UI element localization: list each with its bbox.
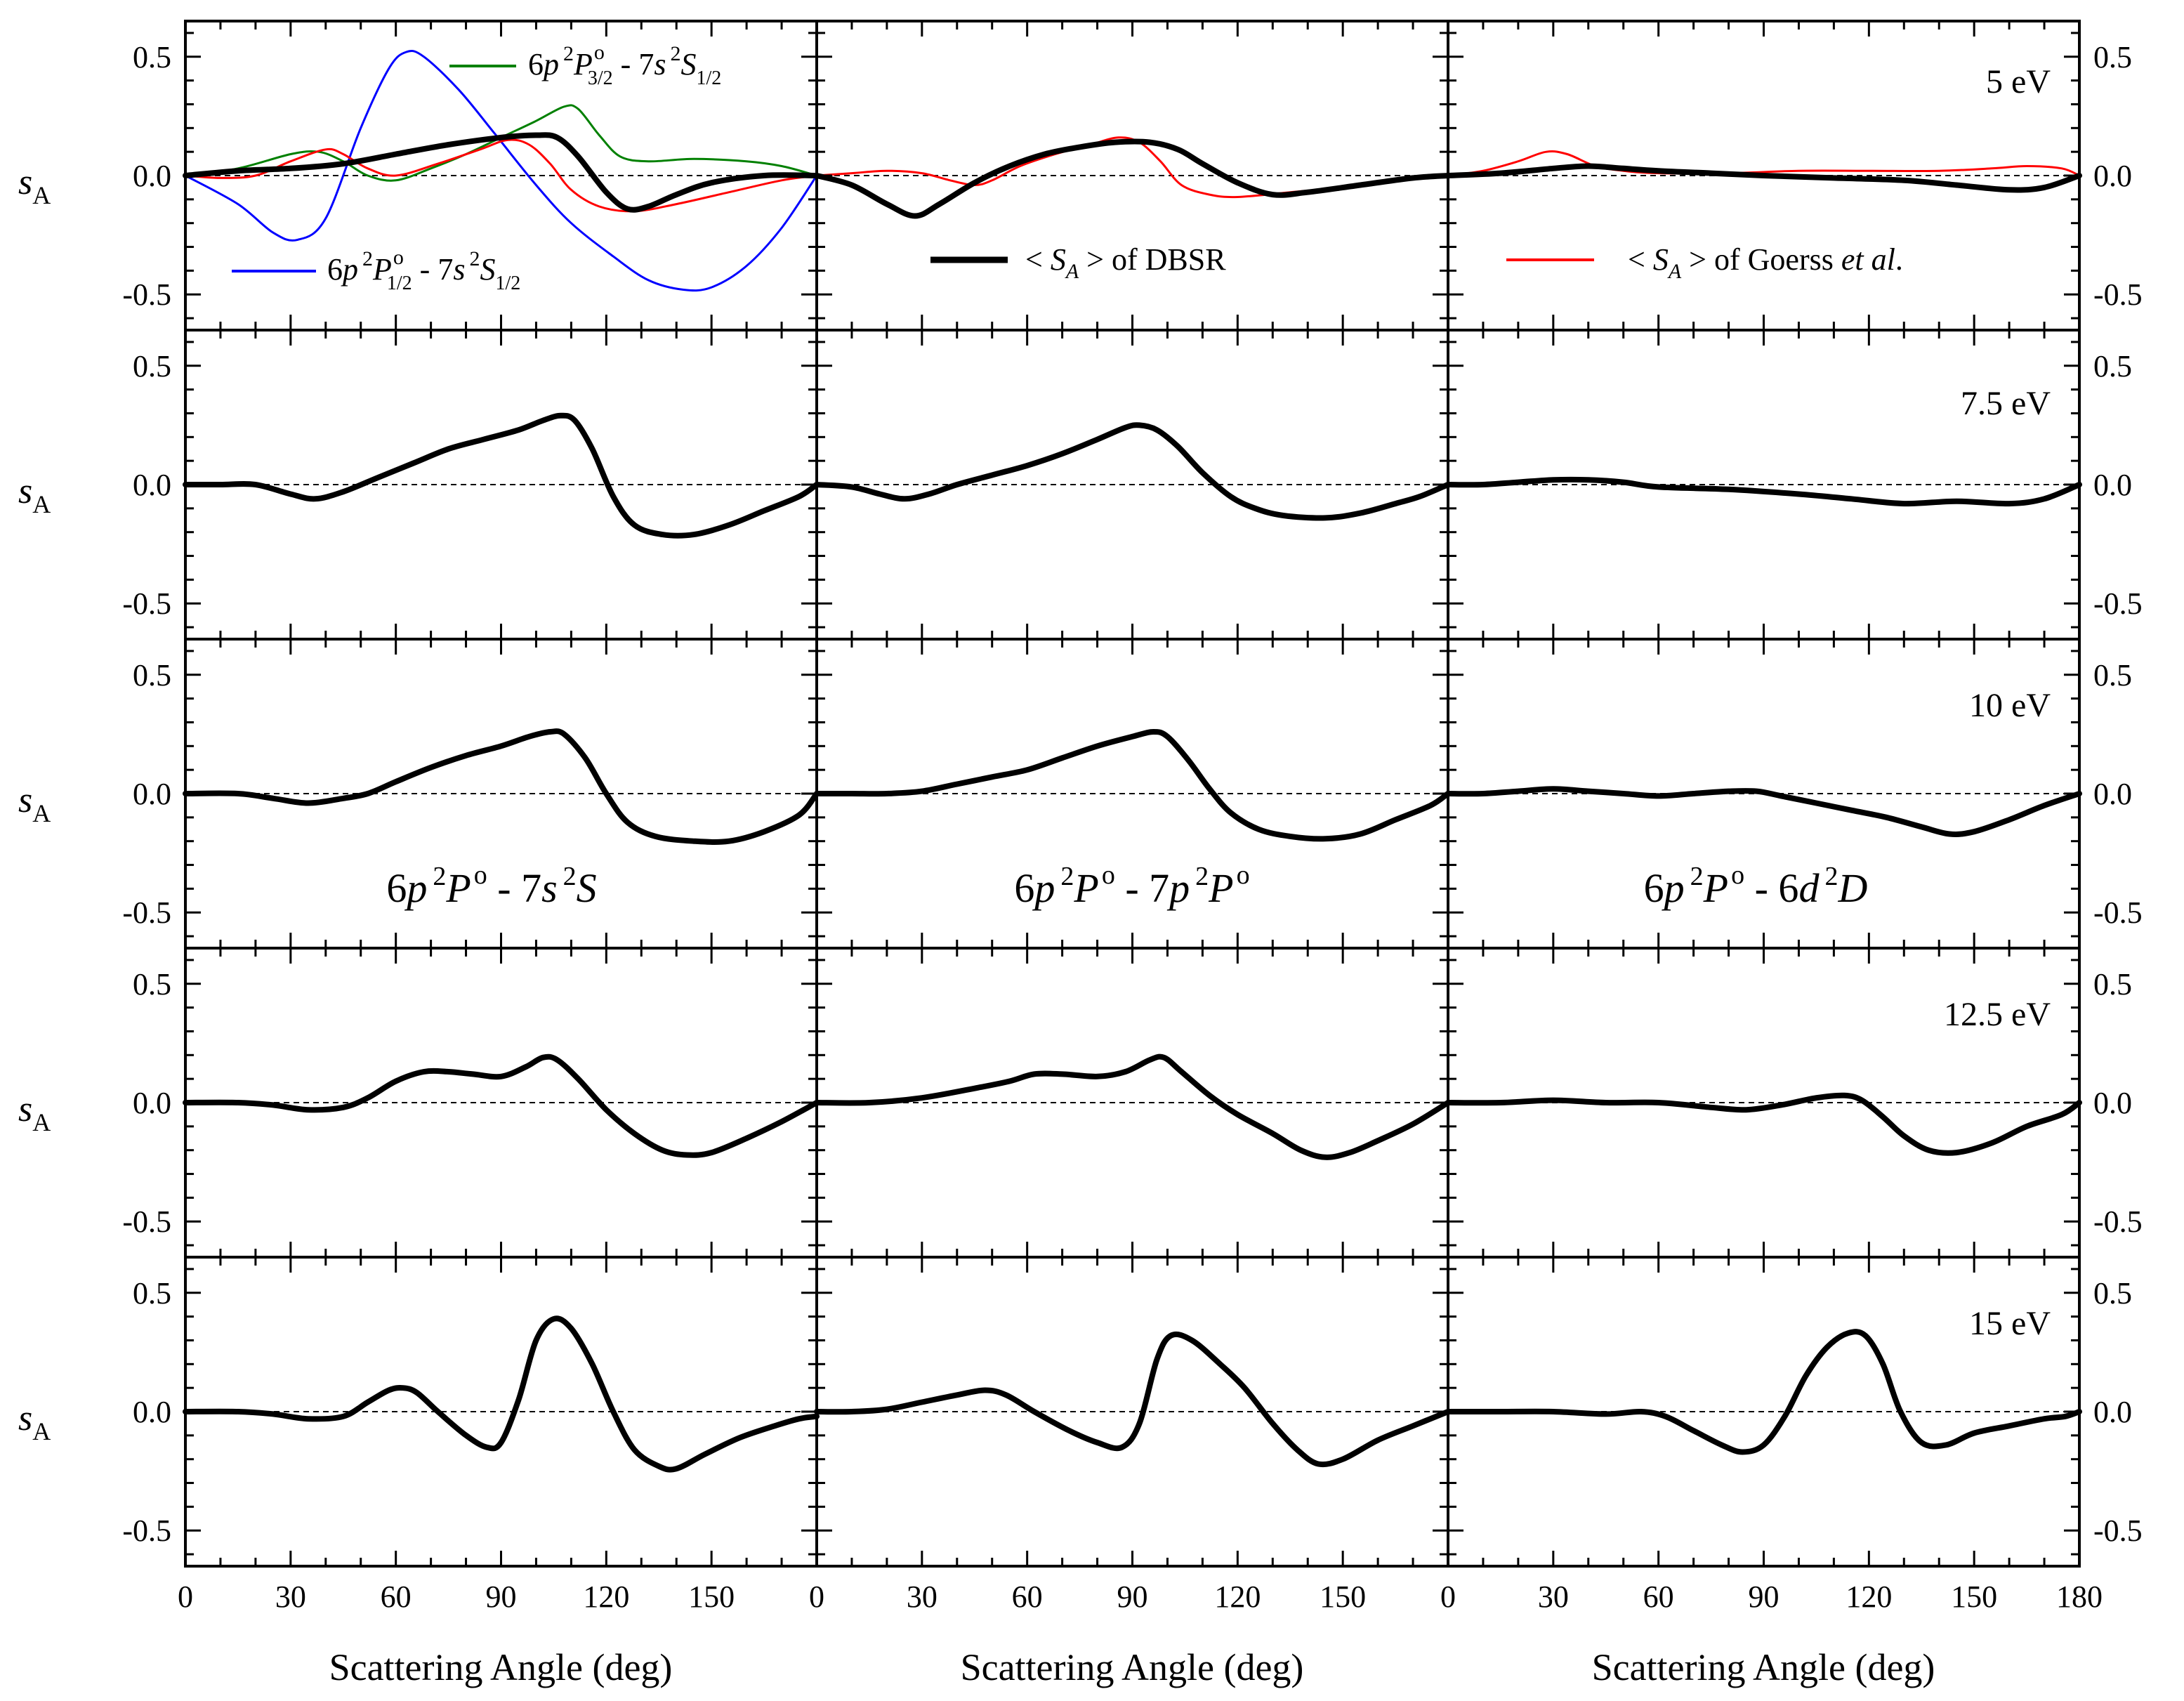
- x-tick-label: 150: [688, 1580, 735, 1614]
- x-tick-label: 30: [275, 1580, 306, 1614]
- legend-label-dbsr: < SA > of DBSR: [1025, 242, 1226, 283]
- x-tick-label: 30: [907, 1580, 938, 1614]
- y-axis-label-row1: sA: [18, 162, 51, 209]
- x-tick-label: 0: [178, 1580, 193, 1614]
- y-tick-label-right: -0.5: [2093, 277, 2143, 312]
- y-tick-label-left: -0.5: [122, 277, 171, 312]
- transition-labels: 6p 2P o - 7s 2S 6p 2P o - 7p 2P o 6p 2P o - 6d 2D: [386, 860, 1867, 911]
- energy-label-5ev: 5 eV: [1986, 63, 2051, 100]
- energy-label-10ev: 10 eV: [1969, 687, 2051, 724]
- plot-layer: 0.5 0.5 0.0 0.0 -0.5 -0.5 0.5 0.5 0.0 0.0 -0.5 -0.5…: [122, 20, 2143, 1614]
- energy-label-7-5ev: 7.5 eV: [1961, 385, 2051, 422]
- y-tick-label-right: 0.0: [2093, 777, 2132, 811]
- y-tick-label-right: -0.5: [2093, 586, 2143, 621]
- y-tick-label-right: -0.5: [2093, 895, 2143, 930]
- legend: 6p 2Po 3/2 - 7s 2S1/2 6p 2Po 1/2 - 7s 2S1/2 < …: [232, 41, 1903, 294]
- y-tick-label-left: -0.5: [122, 895, 171, 930]
- series-line-r0-c0--sa-of-dbsr: [183, 132, 820, 213]
- legend-label-goerss: < SA > of Goerss et al.: [1628, 242, 1903, 283]
- energy-labels: 5 eV 7.5 eV 10 eV 12.5 eV 15 eV: [1944, 63, 2051, 1342]
- y-axis-label-row4: sA: [18, 1089, 51, 1136]
- energy-label-12-5ev: 12.5 eV: [1944, 996, 2051, 1033]
- x-tick-label: 120: [1214, 1580, 1261, 1614]
- legend-entry-goerss: < SA > of Goerss et al.: [1506, 242, 1903, 283]
- x-tick-label: 150: [1951, 1580, 1997, 1614]
- y-tick-label-left: -0.5: [122, 1204, 171, 1239]
- legend-entry-dbsr: < SA > of DBSR: [930, 242, 1226, 283]
- y-tick-label-right: 0.0: [2093, 1086, 2132, 1120]
- y-tick-label-left: -0.5: [122, 1513, 171, 1548]
- transition-label-6d: 6p 2P o - 6d 2D: [1644, 860, 1868, 911]
- y-tick-label-left: 0.5: [133, 658, 171, 692]
- y-tick-label-right: 0.5: [2093, 349, 2132, 383]
- legend-entry-j32: 6p 2Po 3/2 - 7s 2S1/2: [449, 41, 721, 89]
- y-tick-label-right: 0.5: [2093, 967, 2132, 1001]
- series-line-r4-c0--sa-of-dbsr: [183, 1315, 820, 1473]
- series-line-r3-c2--sa-of-dbsr: [1445, 1092, 2082, 1156]
- x-axis-title-col2: Scattering Angle (deg): [961, 1646, 1304, 1688]
- x-tick-label: 60: [381, 1580, 412, 1614]
- series-line-r1-c0--sa-of-dbsr: [183, 412, 820, 539]
- transition-label-7s: 6p 2P o - 7s 2S: [386, 860, 596, 911]
- x-axis-titles: Scattering Angle (deg) Scattering Angle …: [329, 1646, 1935, 1688]
- series-line-r2-c2--sa-of-dbsr: [1445, 786, 2082, 837]
- y-tick-label-left: 0.5: [133, 1276, 171, 1311]
- y-tick-label-right: -0.5: [2093, 1204, 2143, 1239]
- y-tick-label-left: 0.0: [133, 1086, 171, 1120]
- y-tick-label-left: 0.0: [133, 777, 171, 811]
- series-line-r1-c1--sa-of-dbsr: [814, 422, 1451, 521]
- y-tick-label-right: 0.5: [2093, 658, 2132, 692]
- x-axis-title-col1: Scattering Angle (deg): [329, 1646, 673, 1688]
- series-line-r4-c2--sa-of-dbsr: [1445, 1329, 2082, 1455]
- y-axis-label-row2: sA: [18, 471, 51, 518]
- y-tick-label-right: 0.5: [2093, 40, 2132, 74]
- energy-label-15ev: 15 eV: [1969, 1305, 2051, 1342]
- legend-label-j32: 6p 2Po 3/2 - 7s 2S1/2: [528, 41, 721, 89]
- x-tick-label: 0: [1440, 1580, 1456, 1614]
- y-axis-labels: sA sA sA sA sA: [18, 162, 51, 1445]
- x-tick-label: 90: [1749, 1580, 1780, 1614]
- series-line-r2-c1--sa-of-dbsr: [814, 729, 1451, 842]
- x-tick-label: 90: [1117, 1580, 1148, 1614]
- y-tick-label-right: 0.0: [2093, 159, 2132, 193]
- y-tick-label-right: 0.0: [2093, 1395, 2132, 1429]
- y-tick-label-left: 0.0: [133, 468, 171, 502]
- x-axis-title-col3: Scattering Angle (deg): [1592, 1646, 1935, 1688]
- y-tick-label-left: -0.5: [122, 586, 171, 621]
- x-tick-label: 30: [1538, 1580, 1569, 1614]
- series-line-r4-c1--sa-of-dbsr: [814, 1331, 1451, 1468]
- x-tick-label: 150: [1320, 1580, 1366, 1614]
- y-tick-label-right: -0.5: [2093, 1513, 2143, 1548]
- y-tick-label-left: 0.5: [133, 40, 171, 74]
- y-tick-label-left: 0.0: [133, 1395, 171, 1429]
- series-line-r0-c1--sa-of-dbsr: [814, 138, 1451, 219]
- series-line-r3-c0--sa-of-dbsr: [183, 1053, 820, 1158]
- y-tick-label-left: 0.5: [133, 349, 171, 383]
- series-line-r1-c2--sa-of-dbsr: [1445, 476, 2082, 507]
- x-tick-label: 120: [583, 1580, 629, 1614]
- x-tick-label: 90: [486, 1580, 517, 1614]
- y-axis-label-row3: sA: [18, 780, 51, 827]
- series-line-r0-c0-6p-2po1-2-7s-2s1-2: [184, 50, 818, 292]
- y-tick-label-left: 0.0: [133, 159, 171, 193]
- transition-label-7p: 6p 2P o - 7p 2P o: [1014, 860, 1249, 911]
- x-tick-label: 180: [2056, 1580, 2103, 1614]
- x-tick-label: 120: [1846, 1580, 1892, 1614]
- x-tick-label: 60: [1012, 1580, 1043, 1614]
- x-tick-label: 0: [809, 1580, 824, 1614]
- series-line-r2-c0--sa-of-dbsr: [183, 728, 820, 845]
- legend-label-j12: 6p 2Po 1/2 - 7s 2S1/2: [327, 246, 520, 294]
- y-axis-label-row5: sA: [18, 1398, 51, 1445]
- series-line-r0-c2--sa-of-dbsr: [1445, 163, 2082, 193]
- series-line-r3-c1--sa-of-dbsr: [814, 1053, 1451, 1160]
- series-line-r0-c0--sa-of-goerss-et-al-: [184, 138, 818, 213]
- y-tick-label-left: 0.5: [133, 967, 171, 1001]
- legend-entry-j12: 6p 2Po 1/2 - 7s 2S1/2: [232, 246, 520, 294]
- y-tick-label-right: 0.0: [2093, 468, 2132, 502]
- y-tick-label-right: 0.5: [2093, 1276, 2132, 1311]
- x-tick-label: 60: [1643, 1580, 1674, 1614]
